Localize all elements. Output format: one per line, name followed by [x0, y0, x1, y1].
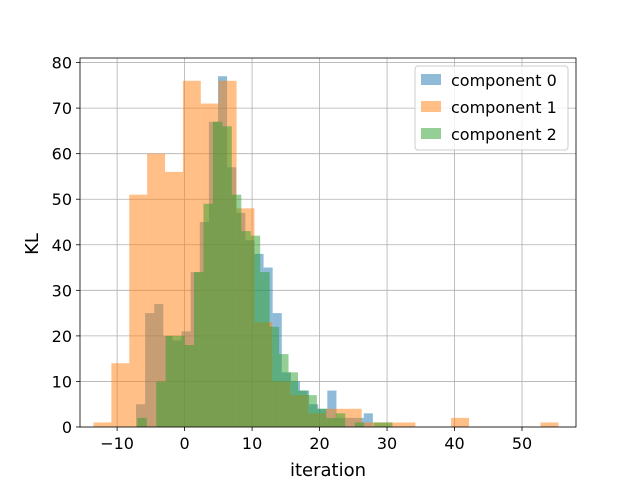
histogram-bar — [316, 408, 327, 427]
histogram-bar — [194, 272, 204, 427]
histogram-bar — [540, 422, 559, 427]
histogram-bar — [241, 231, 251, 427]
histogram-bar — [382, 422, 393, 427]
histogram-bar — [297, 390, 308, 427]
histogram-bar — [231, 194, 242, 427]
series-2-bars — [137, 121, 393, 428]
legend: component 0 component 1 component 2 — [414, 65, 569, 151]
histogram-bar — [129, 194, 148, 427]
histogram-bar — [250, 235, 261, 427]
y-tick-label: 70 — [52, 99, 72, 118]
legend-box — [414, 65, 569, 151]
y-tick-label: 30 — [52, 281, 72, 300]
y-tick-label: 50 — [52, 190, 72, 209]
x-tick-label: −10 — [100, 434, 134, 453]
histogram-bar — [184, 345, 195, 427]
histogram-bar — [361, 422, 380, 427]
y-tick-label: 0 — [62, 418, 72, 437]
histogram-bar — [269, 326, 280, 427]
axis-ticks: −10 0 10 20 30 40 50 0 10 20 30 40 50 60 70 80 — [52, 54, 533, 453]
histogram-bar — [147, 153, 166, 427]
histogram-bar — [451, 417, 470, 427]
histogram-bar — [288, 372, 298, 427]
histogram-bar — [397, 422, 416, 427]
x-tick-label: 0 — [180, 434, 190, 453]
legend-swatch-2 — [421, 128, 441, 139]
x-axis-label: iteration — [290, 460, 366, 480]
histogram-bar — [156, 381, 166, 427]
histogram-bar — [203, 203, 213, 427]
y-tick-label: 80 — [52, 54, 72, 73]
y-tick-label: 20 — [52, 327, 72, 346]
histogram-bar — [307, 395, 317, 427]
histogram-bar — [212, 121, 223, 428]
plot-frame — [79, 57, 577, 428]
histogram-bar — [335, 413, 346, 427]
legend-label-0: component 0 — [451, 71, 557, 90]
x-tick-label: 30 — [377, 434, 397, 453]
histogram-bar — [354, 422, 365, 427]
histogram-bar — [137, 417, 147, 427]
histogram-bar — [326, 417, 336, 427]
bars — [93, 76, 559, 428]
histogram-bar — [363, 413, 373, 427]
x-tick-label: 50 — [512, 434, 532, 453]
histogram-bar — [175, 335, 185, 427]
legend-label-1: component 1 — [451, 98, 557, 117]
x-tick-label: 10 — [242, 434, 262, 453]
legend-label-2: component 2 — [451, 125, 557, 144]
histogram-bar — [279, 354, 289, 427]
histogram-bar — [373, 422, 383, 427]
histogram-bar — [111, 363, 130, 427]
y-axis-label: KL — [22, 233, 43, 255]
histogram-bar — [222, 126, 232, 427]
y-tick-label: 10 — [52, 372, 72, 391]
x-tick-label: 20 — [309, 434, 329, 453]
y-tick-label: 60 — [52, 145, 72, 164]
histogram-bar — [165, 335, 176, 427]
legend-swatch-0 — [421, 74, 441, 85]
x-tick-label: 40 — [444, 434, 464, 453]
legend-swatch-1 — [421, 101, 441, 112]
histogram-bar — [93, 422, 112, 427]
y-tick-label: 40 — [52, 236, 72, 255]
histogram-bar — [260, 272, 270, 427]
